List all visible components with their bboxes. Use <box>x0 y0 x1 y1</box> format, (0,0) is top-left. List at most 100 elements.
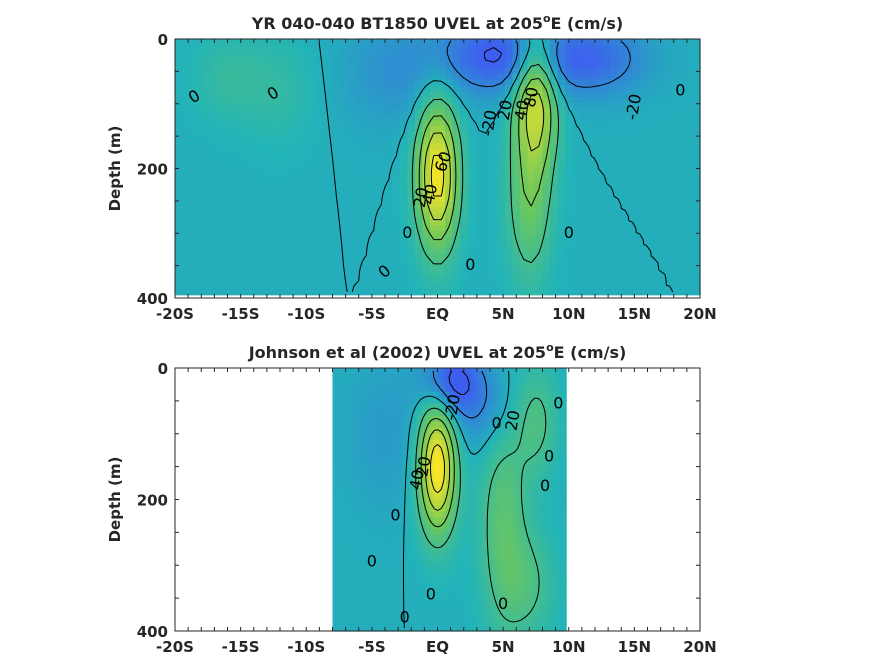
heatmap-cell <box>385 97 394 104</box>
x-tick-label: -10S <box>287 305 325 323</box>
heatmap-cell <box>685 201 694 209</box>
heatmap-cell <box>362 242 371 249</box>
heatmap-cell <box>610 126 619 133</box>
heatmap-cell <box>489 493 494 501</box>
heatmap-cell <box>497 259 506 267</box>
heatmap-cell <box>640 114 649 121</box>
heatmap-cell <box>556 487 561 495</box>
heatmap-cell <box>486 415 490 423</box>
heatmap-cell <box>640 126 649 133</box>
heatmap-cell <box>345 493 350 501</box>
heatmap-cell <box>467 248 476 255</box>
heatmap-cell <box>435 505 440 513</box>
heatmap-cell <box>617 271 626 278</box>
heatmap-cell <box>317 195 326 203</box>
heatmap-cell <box>492 427 497 435</box>
heatmap-cell <box>526 499 531 507</box>
heatmap-cell <box>587 120 596 127</box>
heatmap-cell <box>355 499 360 507</box>
heatmap-cell <box>347 62 356 69</box>
heatmap-cell <box>455 427 460 435</box>
heatmap-cell <box>392 487 397 495</box>
heatmap-cell <box>685 190 694 197</box>
heatmap-cell <box>617 265 626 273</box>
heatmap-cell <box>340 259 349 267</box>
heatmap-cell <box>190 190 199 197</box>
heatmap-cell <box>509 368 514 375</box>
heatmap-cell <box>557 149 566 156</box>
heatmap-cell <box>295 230 304 238</box>
heatmap-cell <box>632 108 641 116</box>
heatmap-cell <box>280 155 289 162</box>
heatmap-cell <box>452 368 457 375</box>
heatmap-cell <box>466 373 470 381</box>
heatmap-cell <box>439 469 444 477</box>
heatmap-cell <box>442 475 447 483</box>
heatmap-cell <box>400 254 409 261</box>
heatmap-cell <box>502 511 507 519</box>
heatmap-cell <box>617 79 626 87</box>
heatmap-cell <box>429 433 434 441</box>
heatmap-cell <box>587 39 596 46</box>
heatmap-cell <box>402 385 407 393</box>
heatmap-cell <box>342 457 347 465</box>
heatmap-cell <box>557 248 566 255</box>
heatmap-cell <box>529 415 534 423</box>
heatmap-cell <box>542 108 551 116</box>
heatmap-cell <box>565 195 574 203</box>
heatmap-cell <box>389 475 394 483</box>
heatmap-cell <box>459 433 464 441</box>
heatmap-cell <box>355 108 364 116</box>
heatmap-cell <box>542 161 551 168</box>
heatmap-cell <box>529 499 534 507</box>
heatmap-cell <box>372 403 377 411</box>
heatmap-cell <box>437 254 446 261</box>
heatmap-cell <box>587 143 596 151</box>
heatmap-cell <box>379 475 384 483</box>
heatmap-cell <box>175 230 184 238</box>
heatmap-cell <box>662 79 671 87</box>
heatmap-cell <box>445 368 450 375</box>
heatmap-cell <box>190 114 199 121</box>
heatmap-cell <box>370 213 379 220</box>
heatmap-cell <box>430 207 439 214</box>
heatmap-cell <box>587 102 596 110</box>
heatmap-cell <box>535 143 544 151</box>
heatmap-cell <box>625 277 634 284</box>
chart-title-main: YR 040-040 BT1850 UVEL at 205 <box>251 14 543 33</box>
heatmap-cell <box>395 403 400 411</box>
heatmap-cell <box>539 469 544 477</box>
heatmap-cell <box>617 56 626 63</box>
heatmap-cell <box>452 195 461 203</box>
heatmap-cell <box>587 62 596 69</box>
heatmap-cell <box>670 143 679 151</box>
heatmap-cell <box>352 463 357 471</box>
heatmap-cell <box>412 475 417 483</box>
heatmap-cell <box>257 166 266 174</box>
heatmap-cell <box>399 475 404 483</box>
heatmap-cell <box>469 403 474 411</box>
heatmap-cell <box>550 201 559 209</box>
heatmap-cell <box>257 102 266 110</box>
heatmap-cell <box>347 166 356 174</box>
heatmap-cell <box>670 248 679 255</box>
heatmap-cell <box>212 207 221 214</box>
heatmap-cell <box>526 463 531 471</box>
heatmap-cell <box>342 373 347 381</box>
heatmap-cell <box>349 517 354 525</box>
heatmap-cell <box>512 184 521 191</box>
heatmap-cell <box>345 439 350 447</box>
heatmap-cell <box>429 505 434 513</box>
heatmap-cell <box>445 184 454 191</box>
heatmap-cell <box>429 368 434 375</box>
heatmap-cell <box>572 143 581 151</box>
heatmap-cell <box>422 421 427 429</box>
heatmap-cell <box>529 475 534 483</box>
heatmap-cell <box>655 166 664 174</box>
heatmap-cell <box>369 493 374 501</box>
heatmap-cell <box>549 409 554 417</box>
heatmap-cell <box>235 79 244 87</box>
heatmap-cell <box>445 143 454 151</box>
heatmap-cell <box>400 120 409 127</box>
heatmap-cell <box>519 379 524 387</box>
